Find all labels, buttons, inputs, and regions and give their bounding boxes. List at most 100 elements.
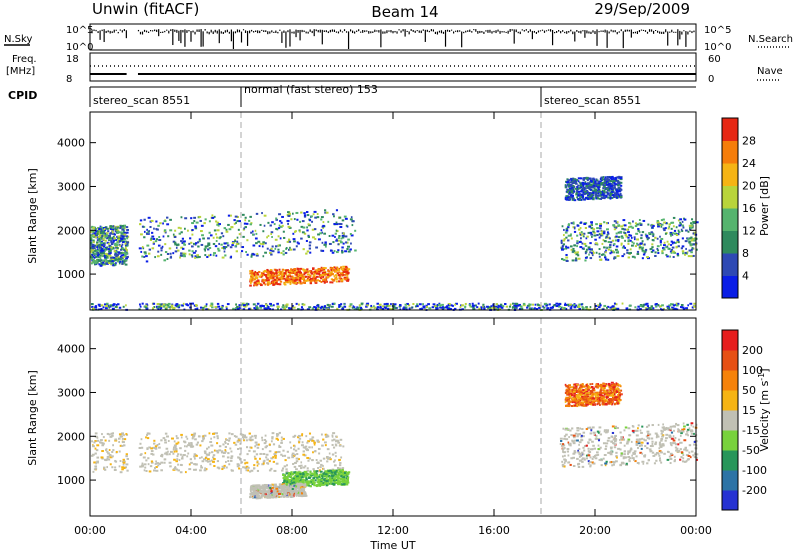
heatmap-cell	[250, 446, 253, 449]
heatmap-cell	[180, 453, 182, 456]
heatmap-cell	[562, 258, 566, 261]
heatmap-cell	[108, 238, 112, 241]
heatmap-cell	[225, 230, 229, 233]
heatmap-cell	[195, 221, 199, 224]
heatmap-cell	[636, 223, 639, 226]
heatmap-cell	[306, 469, 310, 472]
heatmap-cell	[630, 244, 634, 247]
heatmap-cell	[228, 228, 232, 231]
heatmap-cell	[308, 247, 312, 250]
heatmap-cell	[670, 243, 672, 246]
heatmap-cell	[296, 281, 300, 284]
heatmap-cell	[194, 438, 197, 441]
heatmap-cell	[346, 474, 349, 477]
heatmap-cell	[578, 181, 581, 184]
heatmap-cell	[376, 306, 380, 309]
heatmap-cell	[617, 240, 620, 243]
heatmap-cell	[346, 271, 350, 274]
heatmap-cell	[603, 221, 606, 224]
heatmap-cell	[100, 261, 103, 264]
heatmap-cell	[309, 471, 312, 474]
heatmap-cell	[568, 198, 570, 201]
heatmap-cell	[496, 308, 499, 311]
heatmap-cell	[607, 183, 611, 186]
heatmap-cell	[567, 183, 570, 186]
heatmap-cell	[170, 304, 174, 307]
heatmap-cell	[662, 227, 666, 230]
heatmap-cell	[316, 307, 319, 310]
heatmap-cell	[615, 303, 618, 306]
heatmap-cell	[661, 250, 664, 253]
heatmap-cell	[339, 480, 343, 483]
heatmap-cell	[173, 458, 176, 461]
heatmap-cell	[359, 308, 363, 311]
heatmap-cell	[202, 437, 205, 440]
heatmap-cell	[578, 193, 581, 196]
heatmap-cell	[676, 241, 679, 244]
heatmap-cell	[216, 302, 220, 305]
heatmap-cell	[448, 306, 451, 309]
heatmap-cell	[274, 282, 277, 285]
heatmap-cell	[319, 274, 321, 277]
heatmap-cell	[677, 238, 680, 241]
heatmap-cell	[595, 179, 599, 182]
heatmap-cell	[283, 479, 287, 482]
heatmap-cell	[599, 222, 603, 225]
heatmap-cell	[156, 443, 159, 446]
heatmap-cell	[620, 195, 623, 198]
heatmap-cell	[326, 303, 329, 306]
heatmap-cell	[402, 307, 406, 310]
heatmap-cell	[119, 471, 123, 474]
heatmap-cell	[262, 281, 266, 284]
heatmap-cell	[286, 278, 289, 281]
heatmap-cell	[122, 256, 125, 259]
heatmap-cell	[692, 232, 695, 235]
heatmap-cell	[602, 187, 605, 190]
heatmap-cell	[330, 471, 334, 474]
heatmap-cell	[109, 435, 113, 438]
heatmap-cell	[255, 232, 258, 235]
heatmap-cell	[269, 269, 273, 272]
heatmap-cell	[164, 243, 167, 246]
heatmap-cell	[190, 254, 194, 257]
heatmap-cell	[100, 229, 103, 232]
heatmap-cell	[319, 484, 322, 487]
heatmap-cell	[324, 477, 327, 480]
heatmap-cell	[599, 194, 603, 197]
heatmap-cell	[557, 303, 560, 306]
heatmap-cell	[549, 306, 553, 309]
heatmap-cell	[274, 451, 278, 454]
heatmap-cell	[293, 434, 297, 437]
heatmap-cell	[118, 262, 121, 265]
heatmap-cell	[125, 455, 128, 458]
heatmap-cell	[644, 303, 648, 306]
heatmap-cell	[621, 302, 624, 305]
heatmap-cell	[211, 214, 214, 217]
heatmap-cell	[258, 280, 260, 283]
heatmap-cell	[92, 445, 95, 448]
heatmap-cell	[562, 239, 566, 242]
heatmap-cell	[327, 482, 330, 485]
heatmap-cell	[672, 304, 676, 307]
heatmap-cell	[565, 247, 568, 250]
heatmap-cell	[104, 252, 108, 255]
y-tick-label: 3000	[57, 180, 85, 193]
heatmap-cell	[253, 274, 256, 277]
heatmap-cell	[577, 254, 580, 257]
heatmap-cell	[468, 304, 471, 307]
heatmap-cell	[607, 185, 610, 188]
heatmap-cell	[567, 226, 570, 229]
heatmap-cell	[273, 278, 277, 281]
heatmap-cell	[340, 477, 344, 480]
heatmap-cell	[587, 231, 590, 234]
heatmap-cell	[209, 253, 212, 256]
heatmap-cell	[235, 303, 237, 306]
heatmap-cell	[182, 240, 186, 243]
heatmap-cell	[226, 303, 230, 306]
heatmap-cell	[355, 307, 358, 310]
heatmap-cell	[177, 249, 180, 252]
heatmap-cell	[487, 306, 490, 309]
heatmap-cell	[578, 303, 581, 306]
heatmap-cell	[615, 235, 618, 238]
heatmap-cell	[331, 435, 334, 438]
